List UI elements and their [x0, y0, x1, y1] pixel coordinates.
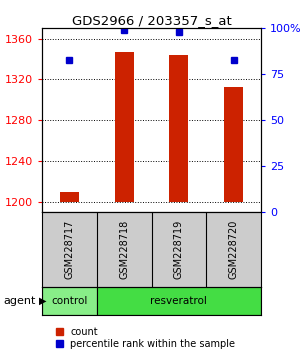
Legend: count, percentile rank within the sample: count, percentile rank within the sample — [56, 327, 236, 349]
Text: agent: agent — [4, 296, 36, 306]
Text: GSM228718: GSM228718 — [119, 220, 129, 279]
Bar — [42, 287, 97, 315]
Text: GSM228717: GSM228717 — [64, 220, 74, 279]
Text: ▶: ▶ — [39, 296, 46, 306]
Text: control: control — [51, 296, 88, 306]
Title: GDS2966 / 203357_s_at: GDS2966 / 203357_s_at — [72, 14, 231, 27]
Bar — [224, 87, 243, 202]
Bar — [115, 52, 134, 202]
Bar — [169, 55, 188, 202]
Text: GSM228719: GSM228719 — [174, 220, 184, 279]
Bar — [60, 192, 79, 202]
Text: GSM228720: GSM228720 — [229, 220, 238, 279]
Text: resveratrol: resveratrol — [150, 296, 207, 306]
Bar — [97, 287, 261, 315]
